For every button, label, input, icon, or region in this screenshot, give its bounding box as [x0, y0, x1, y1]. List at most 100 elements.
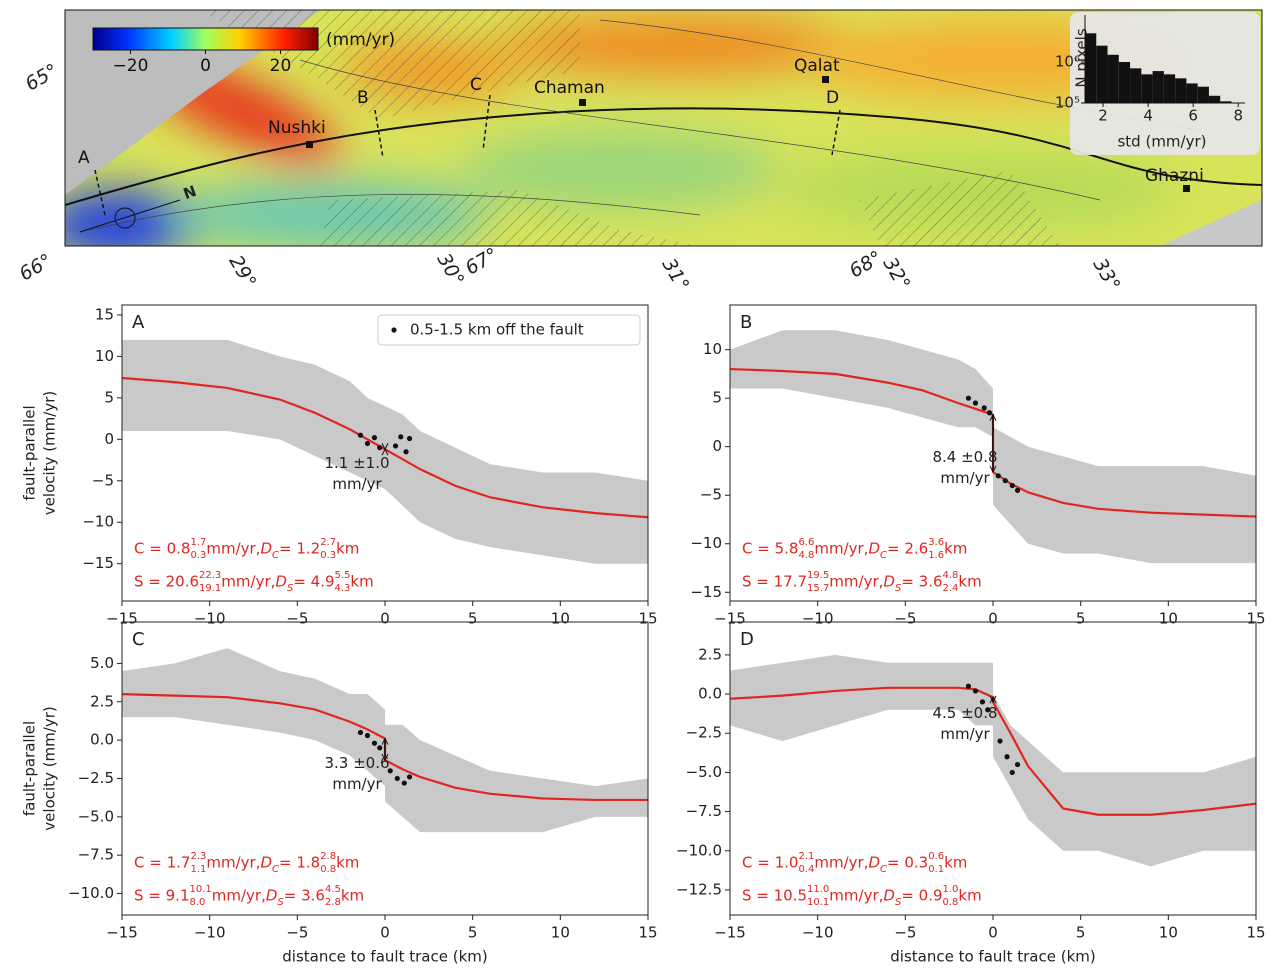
y-tick-label: 0 — [104, 430, 114, 448]
data-point — [1014, 761, 1021, 768]
annotation: S = 20.6 — [134, 573, 199, 591]
annotation: S — [287, 583, 294, 594]
y-tick-label: 0.0 — [90, 731, 114, 749]
annotation: mm/yr, — [206, 540, 260, 558]
offset-label: 8.4 ±0.8 — [932, 448, 997, 466]
data-point — [985, 707, 991, 713]
annotation: km — [336, 540, 359, 558]
y-tick-label: 0.0 — [698, 685, 722, 703]
annotation: 3.6 — [928, 537, 944, 548]
colorbar-tick-label: −20 — [113, 56, 149, 76]
annotation: 19.5 — [807, 570, 829, 581]
annotation: = 4.9 — [293, 573, 334, 591]
data-point — [403, 449, 409, 455]
arrow-head — [381, 753, 389, 762]
annotation: 4.8 — [798, 550, 814, 561]
profile-label: D — [826, 88, 839, 108]
annotation: C — [880, 864, 887, 875]
x-tick-label: 5 — [1076, 924, 1086, 942]
annotation: D — [883, 573, 895, 591]
panel: 3.3 ±0.6 mm/yr C −15 −10 −5 0 5 10 15 5.0 2.5 0.0 −2.… — [21, 621, 658, 966]
colorbar: (mm/yr) — [92, 27, 395, 51]
annotation: 22.3 — [199, 570, 221, 581]
x-tick-label: −15 — [714, 610, 746, 628]
annotation: C — [880, 550, 887, 561]
data-point — [357, 729, 364, 736]
histogram-bar — [1197, 86, 1209, 103]
annotation: D — [868, 854, 880, 872]
legend-label: 0.5-1.5 km off the fault — [410, 321, 584, 339]
data-point — [1009, 482, 1015, 489]
data-point — [986, 410, 993, 416]
data-point — [972, 688, 979, 694]
inset-tick-label: 10⁵ — [1055, 94, 1080, 112]
profile-label: A — [78, 148, 90, 168]
data-point — [995, 473, 1001, 479]
annotation: D — [260, 540, 272, 558]
annotation: 0.8 — [320, 864, 336, 875]
y-tick-label: −5.0 — [78, 807, 114, 825]
histogram-bar — [1175, 78, 1187, 103]
annotation: D — [275, 573, 287, 591]
x-tick-label: 10 — [1159, 610, 1178, 628]
annotation: = 0.3 — [887, 854, 928, 872]
x-tick-label: −5 — [286, 924, 308, 942]
offset-label: mm/yr — [940, 469, 990, 487]
y-tick-label: 2.5 — [90, 692, 114, 710]
annotation: km — [944, 540, 967, 558]
edge-label: 66° — [16, 250, 56, 286]
x-tick-label: −15 — [106, 610, 138, 628]
x-tick-label: 0 — [988, 924, 998, 942]
x-tick-label: 10 — [551, 610, 570, 628]
annotation: mm/yr, — [814, 540, 868, 558]
x-tick-label: −15 — [106, 924, 138, 942]
annotation: C = 5.8 — [742, 540, 798, 558]
data-point — [371, 435, 378, 441]
y-tick-label: 5 — [104, 388, 114, 406]
panel-label: D — [740, 629, 754, 650]
annotation: C = 1.7 — [134, 854, 190, 872]
offset-label: mm/yr — [940, 725, 990, 743]
panel-label: B — [740, 312, 752, 333]
annotation: 1.7 — [190, 537, 206, 548]
map-frame — [64, 9, 1263, 247]
annotation: km — [350, 573, 373, 591]
north-label: N — [181, 182, 199, 203]
x-tick-label: 10 — [551, 924, 570, 942]
x-axis-label: distance to fault trace (km) — [890, 948, 1095, 966]
inset-tick-label: 2 — [1098, 107, 1108, 125]
arrow-head — [989, 413, 997, 421]
annotation: 1.0 — [943, 884, 959, 895]
data-point — [979, 699, 986, 705]
histogram-bar — [1118, 61, 1131, 103]
x-tick-label: −10 — [802, 924, 834, 942]
hatched-area — [860, 170, 1060, 246]
inset-tick-label: 10⁶ — [1055, 52, 1080, 70]
x-tick-label: 5 — [468, 924, 478, 942]
offset-label: 4.5 ±0.8 — [932, 704, 997, 722]
annotation: 2.7 — [320, 537, 336, 548]
y-tick-label: 5.0 — [90, 654, 114, 672]
data-point — [1004, 754, 1010, 760]
x-tick-label: 15 — [638, 924, 657, 942]
inset-tick-label: 4 — [1143, 107, 1153, 125]
x-tick-label: −10 — [194, 610, 226, 628]
annotation: = 3.6 — [901, 573, 942, 591]
y-tick-label: −2.5 — [78, 769, 114, 787]
annotation: 4.5 — [325, 884, 341, 895]
annotation: 10.1 — [807, 897, 829, 908]
data-point — [406, 435, 413, 442]
arrow-head — [381, 737, 389, 745]
panel-label: C — [132, 629, 145, 650]
x-tick-label: 15 — [638, 610, 657, 628]
annotation: 0.8 — [943, 897, 959, 908]
profile-label: C — [470, 75, 482, 95]
inset-tick-label: 8 — [1233, 107, 1243, 125]
annotation: 0.6 — [928, 851, 944, 862]
panel: 8.4 ±0.8 mm/yr B −15 −10 −5 0 5 10 15 10 5 0 −5 −10 −15… — [690, 304, 1266, 628]
arrow-head — [989, 465, 997, 474]
histogram-bar — [1163, 74, 1176, 103]
fault-trace — [65, 107, 1262, 206]
profile-lines — [94, 94, 841, 216]
